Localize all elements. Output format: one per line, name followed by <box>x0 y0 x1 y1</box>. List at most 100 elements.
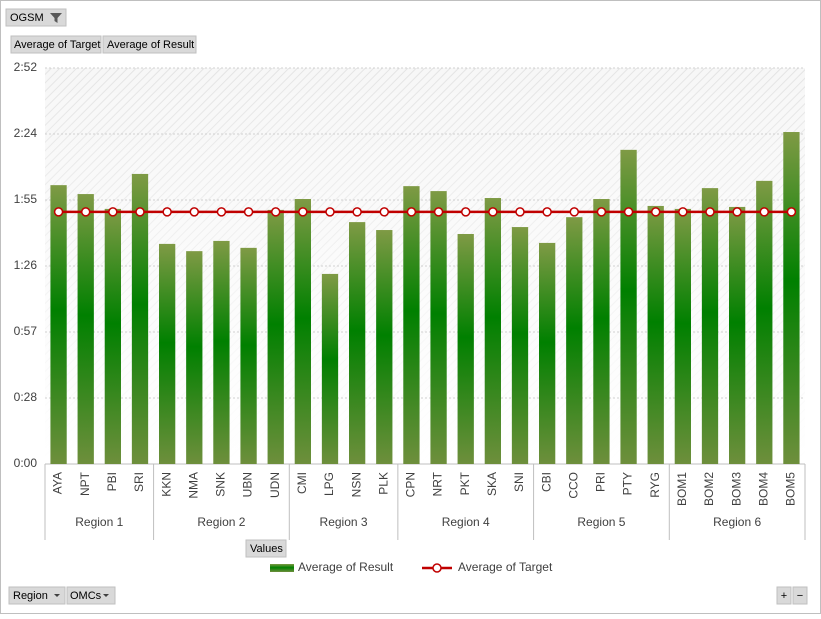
bar <box>756 180 773 465</box>
bar <box>131 173 149 464</box>
y-tick-label: 1:55 <box>14 192 38 206</box>
target-marker <box>460 207 471 217</box>
bar <box>484 198 501 464</box>
group-label: Region 4 <box>442 515 490 529</box>
x-tick-label: UDN <box>268 472 282 498</box>
target-marker <box>325 207 335 217</box>
group-label: Region 2 <box>197 515 245 529</box>
target-marker <box>515 207 525 217</box>
legend-item: Average of Target <box>422 560 553 574</box>
target-marker <box>406 207 417 217</box>
group-label: Region 6 <box>713 515 761 529</box>
y-tick-label: 0:57 <box>14 324 38 338</box>
bar <box>511 227 529 464</box>
x-tick-label: BOM1 <box>675 472 689 506</box>
x-tick-label: BOM2 <box>702 472 716 506</box>
bar <box>783 132 800 464</box>
target-marker <box>162 207 172 217</box>
button-label: Values <box>250 543 283 555</box>
group-label: Region 5 <box>577 515 625 529</box>
x-tick-label: BOM5 <box>784 472 798 506</box>
x-tick-label: UBN <box>241 472 255 497</box>
button-label: − <box>797 590 803 602</box>
y-tick-label: 2:52 <box>14 60 38 74</box>
button-label: Region <box>13 590 48 602</box>
x-tick-label: SKA <box>485 472 499 496</box>
x-tick-label: NRT <box>431 471 445 496</box>
legend-label: Average of Result <box>298 560 394 574</box>
legend-label: Average of Target <box>458 560 553 574</box>
bar <box>376 230 393 464</box>
target-marker <box>80 207 91 217</box>
y-tick-label: 0:00 <box>14 456 38 470</box>
filter-button[interactable]: OGSM <box>5 8 67 27</box>
bar <box>294 199 311 464</box>
target-marker <box>623 207 634 217</box>
x-tick-label: NMA <box>186 472 200 499</box>
field-button[interactable]: Region <box>8 586 66 605</box>
x-tick-label: SNI <box>512 472 526 492</box>
bar <box>104 208 121 464</box>
bar <box>430 191 447 464</box>
target-marker <box>650 207 661 217</box>
bar <box>50 185 67 464</box>
x-tick-label: KKN <box>159 472 173 497</box>
field-button[interactable]: OMCs <box>66 586 116 605</box>
target-marker <box>759 207 770 217</box>
bar <box>729 206 746 464</box>
target-marker <box>270 207 281 217</box>
bar <box>566 217 583 464</box>
y-tick-label: 1:26 <box>14 258 38 272</box>
x-tick-label: CMI <box>295 472 309 494</box>
y-tick-label: 0:28 <box>14 390 38 404</box>
field-button[interactable]: Average of Target <box>10 35 102 54</box>
button-label: + <box>781 590 787 602</box>
x-tick-label: CCO <box>566 472 580 499</box>
x-tick-label: PBI <box>105 472 119 491</box>
legend-item: Average of Result <box>270 560 394 574</box>
group-label: Region 1 <box>75 515 123 529</box>
bar <box>457 233 474 464</box>
bar <box>186 251 203 464</box>
x-tick-label: RYG <box>648 472 662 498</box>
x-tick-label: NSN <box>349 472 363 497</box>
bar <box>647 205 664 464</box>
x-tick-label: PTY <box>621 472 635 495</box>
target-marker <box>569 207 580 217</box>
target-marker <box>379 207 390 217</box>
target-marker <box>705 207 715 217</box>
target-marker <box>786 207 797 217</box>
target-marker <box>53 207 64 217</box>
button-label: OGSM <box>10 12 44 24</box>
target-marker <box>433 207 444 217</box>
target-marker <box>298 207 308 217</box>
zoom-in-button[interactable]: + <box>776 586 792 605</box>
x-tick-label: AYA <box>51 472 65 494</box>
bar <box>349 222 366 464</box>
zoom-out-button[interactable]: − <box>792 586 808 605</box>
group-label: Region 3 <box>320 515 368 529</box>
bar <box>701 188 719 464</box>
bar <box>674 208 691 464</box>
legend-swatch <box>270 564 294 572</box>
target-marker <box>189 207 200 217</box>
bar <box>77 194 94 464</box>
field-button[interactable]: Values <box>245 539 287 558</box>
x-tick-label: SNK <box>214 472 228 497</box>
x-tick-label: SRI <box>132 472 146 492</box>
bar <box>213 240 230 464</box>
target-marker <box>108 207 118 217</box>
x-tick-label: BOM4 <box>756 472 770 506</box>
target-marker <box>352 207 362 217</box>
x-tick-label: CBI <box>539 472 553 492</box>
bar <box>240 247 257 464</box>
y-tick-label: 2:24 <box>14 126 38 140</box>
button-label: OMCs <box>70 590 102 602</box>
field-button[interactable]: Average of Result <box>102 35 197 54</box>
target-marker <box>216 207 227 217</box>
target-marker <box>135 207 145 217</box>
x-tick-label: NPT <box>78 471 92 496</box>
bar <box>403 186 420 464</box>
target-marker <box>678 207 688 217</box>
